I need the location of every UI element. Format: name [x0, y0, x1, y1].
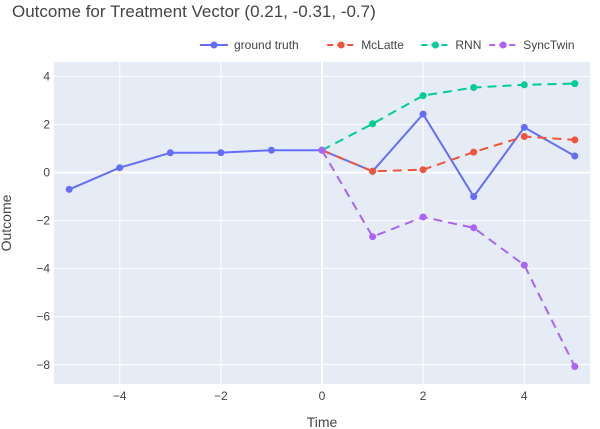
data-point-ground-truth[interactable] — [217, 149, 225, 157]
x-tick-label: 2 — [420, 389, 427, 403]
data-point-rnn[interactable] — [470, 84, 478, 91]
y-tick-label: −2 — [36, 214, 50, 228]
x-tick-label: 4 — [521, 389, 528, 403]
y-tick-label: −4 — [36, 262, 50, 276]
data-point-ground-truth[interactable] — [520, 123, 528, 131]
data-point-synctwin[interactable] — [571, 363, 579, 370]
chart-legend[interactable]: ground truth McLatte RNN SyncTwin — [200, 38, 575, 52]
series-line-mclatte — [321, 135, 575, 173]
data-point-synctwin[interactable] — [470, 224, 478, 232]
data-point-rnn[interactable] — [369, 120, 377, 128]
legend-label-ground-truth: ground truth — [234, 38, 299, 52]
y-axis-label: Outcome — [0, 194, 14, 251]
data-point-ground-truth[interactable] — [65, 185, 73, 193]
series-synctwin — [318, 146, 579, 370]
data-point-synctwin[interactable] — [419, 213, 427, 221]
x-tick-label: −4 — [113, 389, 127, 403]
legend-marker-ground-truth — [210, 41, 218, 49]
data-point-ground-truth[interactable] — [419, 110, 427, 118]
x-tick-label: 0 — [319, 389, 326, 403]
series-layer — [65, 80, 579, 370]
data-point-ground-truth[interactable] — [470, 193, 478, 201]
data-point-ground-truth[interactable] — [116, 164, 124, 172]
data-point-ground-truth[interactable] — [571, 152, 579, 160]
data-point-ground-truth[interactable] — [166, 149, 174, 157]
data-point-rnn[interactable] — [419, 92, 427, 100]
legend-label-rnn: RNN — [455, 38, 481, 52]
axis-ticks: −4 −2 0 2 4 4 2 0 −2 −4 −6 −8 — [36, 69, 528, 403]
data-point-rnn[interactable] — [520, 81, 528, 89]
y-tick-label: −8 — [36, 358, 50, 372]
legend-marker-mclatte — [337, 41, 345, 49]
chart-title: Outcome for Treatment Vector (0.21, -0.3… — [12, 2, 376, 21]
data-point-mclatte[interactable] — [520, 133, 528, 140]
legend-item-ground-truth[interactable]: ground truth — [200, 38, 299, 52]
y-tick-label: 0 — [43, 166, 50, 180]
series-line-synctwin — [321, 149, 576, 367]
legend-marker-rnn — [431, 41, 439, 49]
y-tick-label: 4 — [43, 69, 50, 83]
y-tick-label: 2 — [43, 117, 50, 131]
data-point-mclatte[interactable] — [470, 148, 478, 156]
legend-marker-synctwin — [499, 41, 507, 49]
series-line-rnn — [321, 82, 575, 152]
data-point-mclatte[interactable] — [369, 167, 377, 175]
legend-item-mclatte[interactable]: McLatte — [327, 38, 404, 52]
legend-item-synctwin[interactable]: SyncTwin — [489, 38, 575, 52]
data-point-mclatte[interactable] — [571, 136, 579, 144]
legend-label-synctwin: SyncTwin — [523, 38, 574, 52]
data-point-mclatte[interactable] — [419, 166, 427, 174]
x-tick-label: −2 — [214, 389, 228, 403]
data-point-ground-truth[interactable] — [267, 146, 275, 154]
data-point-rnn[interactable] — [571, 80, 579, 88]
y-tick-label: −6 — [36, 310, 50, 324]
data-point-synctwin[interactable] — [520, 261, 528, 269]
legend-label-mclatte: McLatte — [361, 38, 404, 52]
x-axis-label: Time — [307, 414, 338, 429]
legend-item-rnn[interactable]: RNN — [421, 38, 481, 52]
data-point-synctwin[interactable] — [369, 233, 377, 241]
data-point-synctwin[interactable] — [318, 146, 326, 154]
